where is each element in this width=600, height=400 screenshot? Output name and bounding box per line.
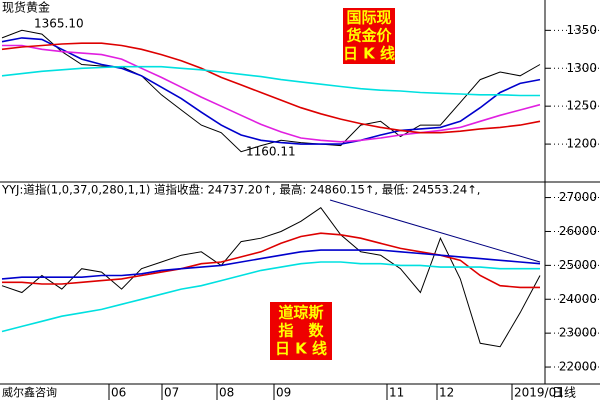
y-tick-label: 27000 (559, 190, 597, 204)
low-label: 1160.11 (246, 145, 296, 159)
x-tick-label: 09 (276, 386, 291, 400)
x-tick-label: 06 (111, 386, 126, 400)
y-tick-label: 1350 (566, 23, 597, 37)
box-text: 日 K 线 (275, 340, 327, 358)
box-text: 道琼斯 (278, 304, 323, 322)
series-line (2, 232, 540, 289)
x-tick-label: 08 (219, 386, 234, 400)
chart-title: 现货黄金 (2, 0, 50, 15)
y-tick-label: 26000 (559, 224, 597, 238)
box-text: 国际现 (346, 9, 391, 27)
box-text: 日 K 线 (343, 45, 395, 63)
series-line (2, 44, 541, 143)
box-text: 货金价 (346, 27, 392, 45)
chart-title: YYJ:道指(1,0,37,0,280,1,1) 道指收盘: 24737.20↑… (1, 183, 480, 197)
y-tick-label: 24000 (559, 292, 597, 306)
y-tick-label: 25000 (559, 258, 597, 272)
series-line (1, 65, 540, 97)
x-tick-label: 2019/01 (514, 386, 564, 400)
annotation-box: 国际现 货金价 日 K 线 (343, 8, 395, 64)
source: 威尔鑫咨询 (2, 385, 57, 399)
box-bg (270, 302, 332, 360)
y-tick-label: 1250 (566, 99, 597, 113)
x-unit: 日线 (552, 386, 576, 400)
series-line (1, 37, 541, 145)
y-tick-label: 1300 (566, 61, 597, 75)
x-tick-label: 11 (389, 386, 404, 400)
y-tick-label: 22000 (559, 360, 597, 374)
x-tick-label: 12 (439, 386, 454, 400)
series-line (1, 261, 540, 333)
series-line (1, 42, 541, 134)
y-tick-label: 23000 (559, 326, 597, 340)
box-text: 指 数 (278, 322, 324, 340)
box-bg (343, 8, 395, 64)
trend-line (329, 199, 541, 263)
x-tick-label: 07 (164, 386, 179, 400)
series-line (1, 29, 541, 153)
high-label: 1365.10 (34, 17, 84, 31)
series-line (1, 249, 541, 280)
annotation-box: 道琼斯 指 数 日 K 线 (270, 302, 332, 360)
y-tick-label: 1200 (566, 137, 597, 151)
